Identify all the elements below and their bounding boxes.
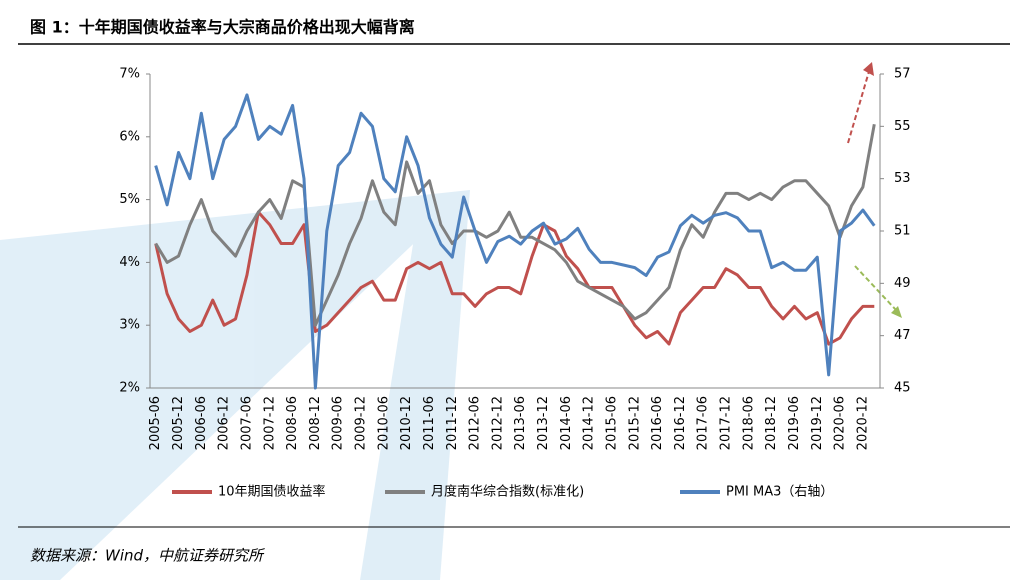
- legend-label: 10年期国债收益率: [218, 484, 326, 500]
- arrow: [847, 67, 871, 144]
- x-tick-label: 2005-06: [148, 396, 163, 450]
- x-tick-label: 2008-06: [285, 396, 300, 450]
- x-tick-label: 2018-06: [741, 396, 756, 450]
- x-tick-label: 2006-06: [194, 396, 209, 450]
- x-tick-label: 2017-12: [719, 396, 734, 450]
- x-tick-label: 2007-12: [262, 396, 277, 450]
- x-tick-label: 2008-12: [308, 396, 323, 450]
- x-tick-label: 2012-12: [490, 396, 505, 450]
- x-tick-label: 2017-06: [696, 396, 711, 450]
- x-tick-label: 2010-12: [399, 396, 414, 450]
- source: 数据来源：Wind，中航证券研究所: [30, 547, 265, 565]
- x-tick-label: 2007-06: [239, 396, 254, 450]
- y-tick-label: 5%: [119, 192, 140, 207]
- x-tick-label: 2015-12: [627, 396, 642, 450]
- x-tick-label: 2020-12: [855, 396, 870, 450]
- arrow: [854, 265, 897, 311]
- x-tick-label: 2019-06: [787, 396, 802, 450]
- y-tick-label: 2%: [119, 381, 140, 396]
- x-tick-label: 2013-06: [513, 396, 528, 450]
- x-tick-label: 2012-06: [468, 396, 483, 450]
- x-tick-label: 2011-12: [445, 396, 460, 450]
- arrow-head: [891, 306, 902, 318]
- legend-label: PMI MA3（右轴）: [726, 485, 833, 500]
- series-line: [154, 210, 875, 346]
- y2-tick-label: 55: [894, 119, 911, 134]
- y-tick-label: 7%: [119, 67, 140, 82]
- x-tick-label: 2009-12: [354, 396, 369, 450]
- y2-tick-label: 57: [894, 67, 911, 82]
- x-tick-label: 2020-06: [833, 396, 848, 450]
- watermark: [0, 190, 470, 580]
- x-tick-label: 2014-12: [582, 396, 597, 450]
- arrow-head: [863, 62, 874, 76]
- series-line: [154, 93, 876, 390]
- y-tick-label: 6%: [119, 129, 140, 144]
- x-tick-label: 2011-06: [422, 396, 437, 450]
- y2-tick-label: 47: [894, 328, 911, 343]
- x-tick-label: 2009-06: [331, 396, 346, 450]
- x-tick-label: 2013-12: [536, 396, 551, 450]
- x-tick-label: 2015-06: [604, 396, 619, 450]
- x-tick-label: 2019-12: [810, 396, 825, 450]
- x-tick-label: 2006-12: [217, 396, 232, 450]
- x-tick-label: 2014-06: [559, 396, 574, 450]
- x-tick-label: 2005-12: [171, 396, 186, 450]
- y-tick-label: 4%: [119, 255, 140, 270]
- x-tick-label: 2010-06: [376, 396, 391, 450]
- legend-label: 月度南华综合指数(标准化): [431, 484, 584, 500]
- y-tick-label: 3%: [119, 318, 140, 333]
- x-tick-label: 2016-12: [673, 396, 688, 450]
- chart-title: 图 1：十年期国债收益率与大宗商品价格出现大幅背离: [30, 18, 415, 37]
- series-line: [154, 123, 876, 327]
- x-tick-label: 2016-06: [650, 396, 665, 450]
- y2-tick-label: 45: [894, 381, 911, 396]
- x-tick-label: 2018-12: [764, 396, 779, 450]
- y2-tick-label: 51: [894, 224, 911, 239]
- y2-tick-label: 53: [894, 171, 911, 186]
- y2-tick-label: 49: [894, 276, 911, 291]
